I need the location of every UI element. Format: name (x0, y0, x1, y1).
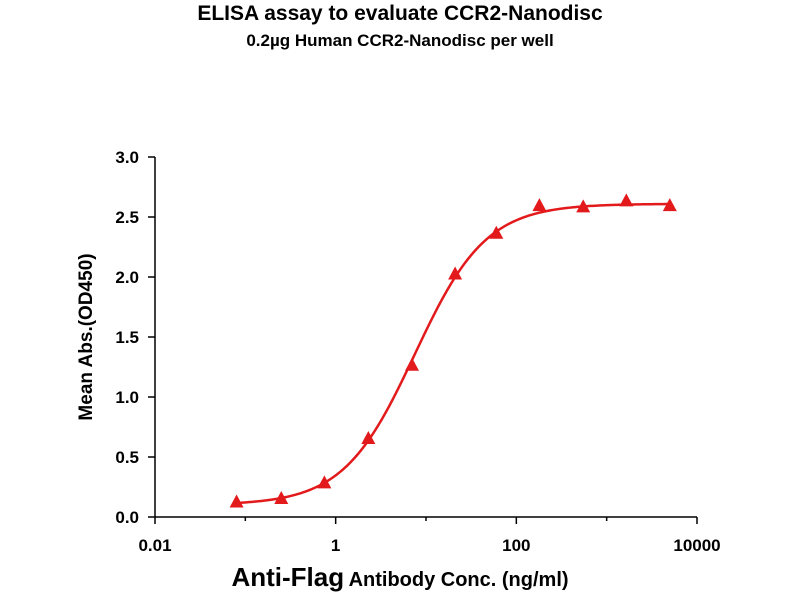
fit-curve (236, 202, 670, 505)
data-point-triangle (619, 193, 634, 207)
data-point-triangle (576, 199, 591, 213)
y-tick-label: 3.0 (115, 148, 139, 167)
data-point-triangle (405, 357, 420, 371)
y-tick-label: 1.0 (115, 388, 139, 407)
data-point-triangle (361, 430, 376, 444)
data-point-triangle (229, 494, 244, 508)
data-point-triangle (448, 266, 463, 280)
y-tick-label: 0.0 (115, 508, 139, 527)
data-point-triangle (274, 490, 289, 504)
y-tick-label: 2.0 (115, 268, 139, 287)
data-point-triangle (662, 198, 677, 212)
x-axis-title: Anti-Flag Antibody Conc. (ng/ml) (0, 562, 800, 593)
y-tick-label: 0.5 (115, 448, 139, 467)
x-axis-title-main: Anti-Flag (231, 562, 345, 592)
x-tick-label: 1 (331, 536, 340, 555)
x-tick-label: 0.01 (138, 536, 171, 555)
y-axis-title: Mean Abs.(OD450) (76, 253, 97, 420)
chart-title: ELISA assay to evaluate CCR2-Nanodisc (197, 2, 603, 25)
data-point-triangle (489, 225, 504, 239)
data-point-triangle (317, 475, 332, 489)
y-tick-label: 1.5 (115, 328, 139, 347)
x-tick-label: 10000 (673, 536, 720, 555)
x-tick-label: 100 (502, 536, 530, 555)
chart-subtitle: 0.2µg Human CCR2-Nanodisc per well (246, 31, 554, 50)
y-tick-label: 2.5 (115, 208, 139, 227)
data-point-triangle (532, 198, 547, 212)
x-axis-title-rest: Antibody Conc. (ng/ml) (348, 569, 569, 591)
